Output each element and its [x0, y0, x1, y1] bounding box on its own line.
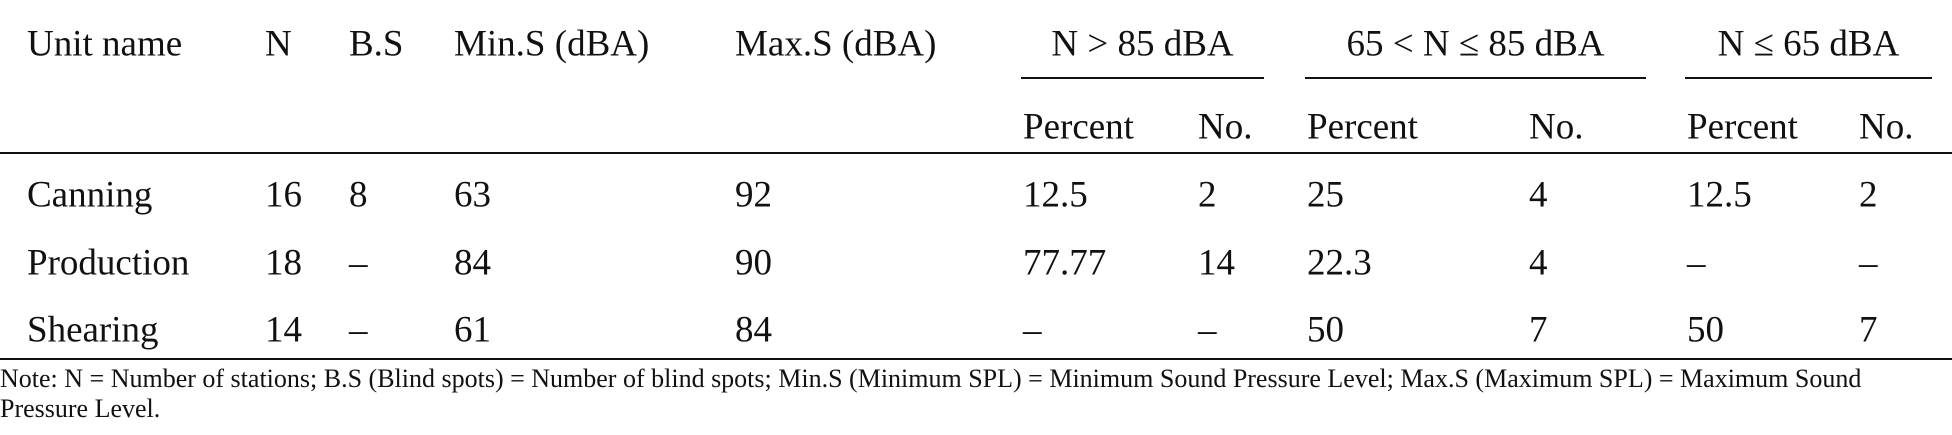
table-cell: 22.3	[1307, 242, 1372, 284]
sub-header: No.	[1859, 106, 1914, 148]
column-header: Max.S (dBA)	[735, 23, 937, 65]
sub-header: No.	[1198, 106, 1253, 148]
table-cell: –	[1023, 309, 1042, 351]
table-cell: 4	[1529, 174, 1548, 216]
table-cell: –	[1687, 242, 1706, 284]
header-rule	[0, 152, 1952, 154]
group-rule	[1021, 77, 1264, 79]
table-cell: 63	[454, 174, 491, 216]
table-cell: 2	[1198, 174, 1217, 216]
table-cell: 84	[454, 242, 491, 284]
sub-header: Percent	[1307, 106, 1418, 148]
table-cell: 77.77	[1023, 242, 1107, 284]
table-cell: 16	[265, 174, 302, 216]
table-cell: 18	[265, 242, 302, 284]
table-cell: Shearing	[27, 309, 159, 351]
table-cell: –	[349, 309, 368, 351]
sub-header: No.	[1529, 106, 1584, 148]
group-header: N ≤ 65 dBA	[1717, 23, 1900, 65]
table-cell: 14	[1198, 242, 1235, 284]
table-cell: 14	[265, 309, 302, 351]
bottom-rule	[0, 358, 1952, 360]
sub-header: Percent	[1023, 106, 1134, 148]
table-cell: 12.5	[1023, 174, 1088, 216]
table-cell: Production	[27, 242, 190, 284]
table-cell: 92	[735, 174, 772, 216]
table-cell: 61	[454, 309, 491, 351]
table-cell: 90	[735, 242, 772, 284]
group-header: N > 85 dBA	[1051, 23, 1234, 65]
table-cell: 50	[1687, 309, 1724, 351]
table-cell: 50	[1307, 309, 1344, 351]
table-cell: 2	[1859, 174, 1878, 216]
table-cell: 4	[1529, 242, 1548, 284]
table-cell: 84	[735, 309, 772, 351]
table-cell: 12.5	[1687, 174, 1752, 216]
table-cell: Canning	[27, 174, 153, 216]
group-header: 65 < N ≤ 85 dBA	[1346, 23, 1605, 65]
column-header: Min.S (dBA)	[454, 23, 650, 65]
table-note: Note: N = Number of stations; B.S (Blind…	[0, 364, 1862, 423]
column-header: N	[265, 23, 292, 65]
sub-header: Percent	[1687, 106, 1798, 148]
table-cell: 7	[1529, 309, 1548, 351]
table-cell: –	[1198, 309, 1217, 351]
column-header: B.S	[349, 23, 404, 65]
column-header: Unit name	[27, 23, 183, 65]
table-cell: 25	[1307, 174, 1344, 216]
table-cell: 8	[349, 174, 368, 216]
group-rule	[1305, 77, 1646, 79]
table-cell: –	[349, 242, 368, 284]
table-cell: 7	[1859, 309, 1878, 351]
table-cell: –	[1859, 242, 1878, 284]
group-rule	[1685, 77, 1932, 79]
